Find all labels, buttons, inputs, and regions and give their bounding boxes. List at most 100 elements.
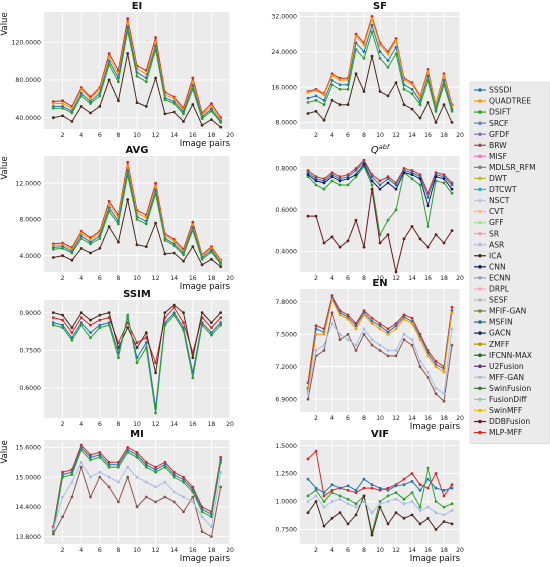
x-tick-label: 12 (392, 132, 400, 139)
data-point (330, 311, 334, 315)
data-point (135, 218, 139, 221)
x-tick-label: 20 (456, 547, 464, 554)
x-tick-label: 10 (376, 547, 384, 554)
data-point (330, 296, 334, 299)
data-point (410, 316, 414, 320)
data-point (61, 99, 64, 103)
data-point (191, 76, 195, 80)
data-point (135, 346, 139, 350)
data-point (89, 323, 92, 327)
data-point (370, 30, 374, 34)
data-point (172, 102, 176, 105)
data-point (346, 497, 350, 501)
data-point (450, 522, 454, 526)
y-tick-label: 8.0000 (19, 217, 41, 224)
x-tick-label: 2 (314, 132, 318, 139)
data-point (107, 321, 111, 324)
data-point (172, 500, 176, 504)
data-point (154, 500, 158, 504)
x-tick-label: 20 (456, 132, 464, 139)
x-tick-label: 18 (207, 132, 215, 139)
data-point (89, 238, 92, 241)
series-ica (306, 494, 454, 537)
data-point (370, 343, 374, 347)
data-point (442, 505, 446, 509)
y-tick-label: 1.2500 (275, 471, 297, 478)
data-point (117, 356, 120, 360)
data-point (346, 183, 350, 187)
data-point (338, 179, 342, 183)
series-dsift (306, 165, 454, 237)
data-point (79, 105, 83, 108)
data-point (386, 218, 390, 222)
data-point (426, 225, 430, 228)
data-point (330, 74, 334, 77)
series-ica (51, 52, 223, 129)
data-point (61, 247, 64, 250)
data-point (163, 252, 167, 256)
data-point (346, 315, 350, 319)
data-point (434, 511, 438, 515)
series-cnn (306, 162, 454, 208)
legend-label: DWT (489, 174, 507, 183)
data-point (386, 177, 390, 181)
data-point (442, 177, 446, 181)
data-point (386, 522, 390, 526)
data-point (338, 313, 342, 317)
data-point (135, 505, 139, 509)
data-point (107, 323, 111, 327)
data-point (172, 97, 176, 101)
legend-entry: MLP-MFF (474, 428, 522, 437)
legend-swatch-marker (478, 364, 482, 369)
legend-entry: DWT (474, 174, 507, 183)
data-point (314, 177, 318, 181)
data-point (354, 41, 358, 45)
data-point (163, 98, 167, 102)
data-point (154, 181, 158, 185)
data-point (107, 199, 111, 203)
data-point (154, 44, 158, 48)
data-point (402, 315, 406, 319)
data-point (378, 187, 382, 191)
legend-label: ICA (489, 251, 503, 260)
data-point (330, 322, 334, 325)
data-point (322, 505, 326, 509)
legend-entry: DRPL (474, 285, 510, 294)
legend-swatch-marker (478, 309, 482, 313)
legend-swatch-marker (478, 88, 482, 92)
data-point (107, 59, 111, 63)
chart-panel-6: 2 4 6 8 10 12 14 16 18 20 6.9000 7.2000 7.5000 7.8000… (275, 278, 464, 432)
data-point (89, 458, 92, 462)
legend-label: IFCNN-MAX (489, 351, 532, 360)
data-point (450, 191, 454, 195)
legend-swatch-marker (478, 242, 482, 247)
data-point (191, 485, 195, 489)
data-point (144, 465, 148, 469)
data-point (346, 313, 350, 317)
data-point (346, 87, 350, 91)
x-tick-label: 16 (424, 547, 432, 554)
legend-swatch-marker (478, 287, 482, 291)
data-point (191, 226, 195, 230)
data-point (442, 79, 446, 82)
y-tick-label: 15.0000 (15, 474, 41, 481)
legend-label: MISF (489, 152, 507, 161)
series-mlp-mff (51, 306, 223, 365)
data-point (219, 455, 223, 459)
legend: SSSDI QUADTREE DSIFT SRCF GFDF BRW MISF MDLSR_R… (469, 81, 550, 444)
data-point (426, 505, 430, 509)
data-point (330, 179, 334, 183)
data-point (70, 495, 74, 499)
data-point (98, 323, 102, 327)
data-point (117, 80, 120, 84)
data-point (426, 354, 430, 358)
x-tick-label: 18 (440, 275, 448, 282)
data-point (107, 209, 111, 213)
data-point (306, 171, 310, 175)
data-point (338, 338, 342, 342)
data-point (354, 502, 358, 506)
data-point (378, 343, 382, 347)
data-point (154, 192, 158, 196)
data-point (314, 179, 318, 183)
data-point (354, 324, 358, 328)
